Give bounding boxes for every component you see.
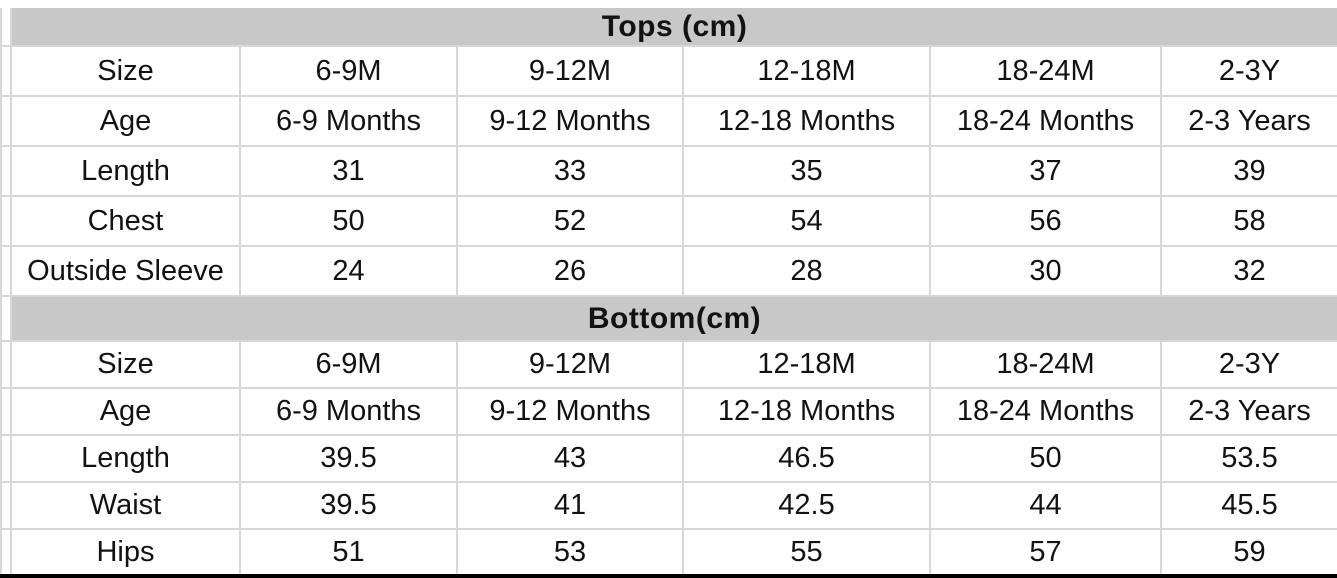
cell-value: 37	[929, 145, 1162, 197]
row-label: Length	[10, 434, 241, 483]
cell-value: 44	[929, 481, 1162, 530]
table-row-tops-length: Length 31 33 35 37 39	[0, 145, 1337, 197]
cell-value: 31	[239, 145, 458, 197]
cell-value: 58	[1159, 195, 1337, 247]
row-label: Age	[10, 387, 241, 436]
cell-value: 41	[456, 481, 684, 530]
cell-value: 50	[929, 434, 1162, 483]
cell-value: 46.5	[682, 434, 931, 483]
cell-value: 51	[239, 528, 458, 577]
gutter-cell	[0, 528, 12, 577]
table-row-bottom-size: Size 6-9M 9-12M 12-18M 18-24M 2-3Y	[0, 340, 1337, 389]
table-row-tops-age: Age 6-9 Months 9-12 Months 12-18 Months …	[0, 95, 1337, 147]
cell-value: 12-18 Months	[682, 387, 931, 436]
cell-value: 33	[456, 145, 684, 197]
cell-value: 9-12 Months	[456, 387, 684, 436]
gutter-cell	[0, 8, 12, 47]
cell-value: 9-12M	[456, 45, 684, 97]
cell-value: 18-24 Months	[929, 95, 1162, 147]
row-label: Outside Sleeve	[10, 245, 241, 297]
gutter-cell	[0, 434, 12, 483]
gutter-cell	[0, 95, 12, 147]
section-title-bottom: Bottom(cm)	[9, 295, 1337, 342]
cell-value: 9-12 Months	[456, 95, 684, 147]
cell-value: 18-24M	[929, 340, 1162, 389]
cell-value: 53	[456, 528, 684, 577]
cell-value: 12-18M	[682, 45, 931, 97]
cell-value: 43	[456, 434, 684, 483]
cell-value: 39.5	[239, 481, 458, 530]
gutter-cell	[0, 340, 12, 389]
gutter-cell	[0, 145, 12, 197]
cell-value: 18-24M	[929, 45, 1162, 97]
cell-value: 12-18M	[682, 340, 931, 389]
cell-value: 55	[682, 528, 931, 577]
cell-value: 28	[682, 245, 931, 297]
cell-value: 24	[239, 245, 458, 297]
cell-value: 2-3Y	[1159, 45, 1337, 97]
gutter-cell	[0, 45, 12, 97]
cell-value: 6-9M	[239, 340, 458, 389]
row-label: Chest	[10, 195, 241, 247]
cell-value: 2-3 Years	[1159, 95, 1337, 147]
table-row-bottom-length: Length 39.5 43 46.5 50 53.5	[0, 434, 1337, 483]
cell-value: 9-12M	[456, 340, 684, 389]
cell-value: 26	[456, 245, 684, 297]
section-header-tops: Tops (cm)	[0, 8, 1337, 47]
cell-value: 52	[456, 195, 684, 247]
cell-value: 39	[1159, 145, 1337, 197]
cell-value: 6-9 Months	[239, 387, 458, 436]
cell-value: 2-3Y	[1159, 340, 1337, 389]
row-label: Size	[10, 45, 241, 97]
cell-value: 32	[1159, 245, 1337, 297]
cell-value: 6-9 Months	[239, 95, 458, 147]
row-label: Length	[10, 145, 241, 197]
cell-value: 59	[1159, 528, 1337, 577]
cell-value: 56	[929, 195, 1162, 247]
cell-value: 12-18 Months	[682, 95, 931, 147]
table-row-bottom-hips: Hips 51 53 55 57 59	[0, 528, 1337, 577]
cell-value: 50	[239, 195, 458, 247]
cell-value: 45.5	[1159, 481, 1337, 530]
size-chart-table: Tops (cm) Size 6-9M 9-12M 12-18M 18-24M …	[0, 8, 1337, 578]
gutter-cell	[0, 481, 12, 530]
cell-value: 39.5	[239, 434, 458, 483]
cell-value: 57	[929, 528, 1162, 577]
gutter-cell	[0, 387, 12, 436]
table-row-bottom-age: Age 6-9 Months 9-12 Months 12-18 Months …	[0, 387, 1337, 436]
row-label: Size	[10, 340, 241, 389]
cell-value: 53.5	[1159, 434, 1337, 483]
table-row-bottom-waist: Waist 39.5 41 42.5 44 45.5	[0, 481, 1337, 530]
row-label: Hips	[10, 528, 241, 577]
table-row-tops-outside-sleeve: Outside Sleeve 24 26 28 30 32	[0, 245, 1337, 297]
cell-value: 35	[682, 145, 931, 197]
gutter-cell	[0, 245, 12, 297]
row-label: Age	[10, 95, 241, 147]
row-label: Waist	[10, 481, 241, 530]
gutter-cell	[0, 295, 12, 342]
cell-value: 18-24 Months	[929, 387, 1162, 436]
section-title-tops: Tops (cm)	[9, 8, 1337, 47]
table-row-tops-size: Size 6-9M 9-12M 12-18M 18-24M 2-3Y	[0, 45, 1337, 97]
section-header-bottom: Bottom(cm)	[0, 295, 1337, 342]
table-row-tops-chest: Chest 50 52 54 56 58	[0, 195, 1337, 247]
cell-value: 30	[929, 245, 1162, 297]
cell-value: 42.5	[682, 481, 931, 530]
cell-value: 54	[682, 195, 931, 247]
cell-value: 2-3 Years	[1159, 387, 1337, 436]
cell-value: 6-9M	[239, 45, 458, 97]
gutter-cell	[0, 195, 12, 247]
